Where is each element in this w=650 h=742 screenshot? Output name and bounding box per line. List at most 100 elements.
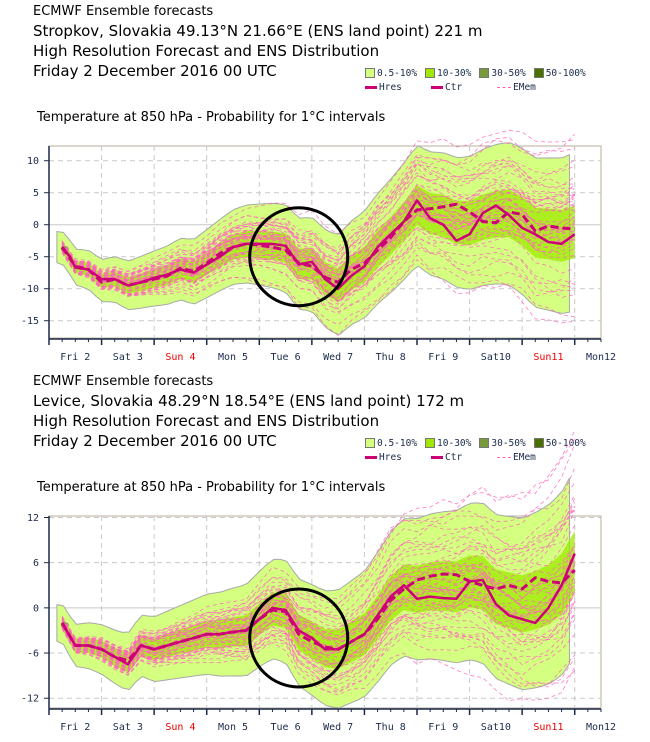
x-tick-label: Sat 3 — [113, 352, 143, 363]
ensemble-member-line — [61, 588, 576, 673]
chart-subtitle: Temperature at 850 hPa - Probability for… — [37, 110, 386, 125]
x-tick-label: Wed 7 — [323, 722, 353, 733]
forecast-panel-stropkov: ECMWF Ensemble forecasts Stropkov, Slova… — [33, 4, 594, 125]
legend-swatch — [479, 438, 490, 448]
legend-bin-0: 0.5-10% — [365, 438, 417, 449]
legend: 0.5-10% 10-30% 30-50% 50-100% Hres Ctr E… — [365, 436, 594, 464]
product-title: High Resolution Forecast and ENS Distrib… — [33, 412, 380, 430]
ensemble-member-line — [61, 251, 575, 336]
ensemble-member-line — [61, 438, 576, 654]
source-title: ECMWF Ensemble forecasts — [33, 374, 214, 389]
ensemble-member-line — [61, 559, 576, 657]
legend-line — [365, 85, 377, 89]
legend-bin-0: 0.5-10% — [365, 68, 417, 79]
chart-1: 12 6 0 -6 -12 Fri 2 Sat 3 Sun 4 Mon 5 Tue 6 Wed 7 T… — [21, 430, 616, 733]
legend-swatch — [365, 438, 375, 448]
ensemble-member-line — [61, 498, 576, 653]
legend: 0.5-10% 10-30% 30-50% 50-100% Hres Ctr E… — [365, 66, 594, 94]
ensemble-member-line — [61, 166, 575, 280]
ensemble-member-line — [61, 620, 575, 685]
ensemble-member-line — [61, 229, 575, 302]
ensemble-member-line — [61, 575, 576, 669]
ensemble-member-line — [61, 198, 575, 275]
x-tick-label: Wed 7 — [323, 352, 353, 363]
ensemble-member-line — [61, 237, 575, 306]
prob-band-10-30 — [62, 530, 575, 672]
x-tick-label: Tue 6 — [271, 352, 301, 363]
ensemble-member-line — [61, 545, 576, 663]
date-title: Friday 2 December 2016 00 UTC — [33, 432, 277, 450]
ensemble-member-line — [61, 592, 576, 668]
legend-swatch — [425, 438, 436, 448]
x-tick-label: Sat 3 — [113, 722, 143, 733]
product-title: High Resolution Forecast and ENS Distrib… — [33, 42, 380, 60]
location-title: Levice, Slovakia 48.29°N 18.54°E (ENS la… — [33, 392, 465, 410]
legend-line — [497, 456, 511, 458]
legend-emem: EMem — [497, 452, 536, 463]
y-tick-label: 10 — [27, 156, 39, 167]
ensemble-member-line — [61, 137, 575, 276]
ensemble-member-line — [61, 179, 575, 286]
legend-bin-label: 30-50% — [491, 67, 526, 79]
ensemble-member-line — [61, 188, 575, 295]
ensemble-member-line — [61, 247, 575, 315]
ensemble-member-line — [61, 184, 575, 284]
x-tick-label: Thu 8 — [376, 722, 406, 733]
ensemble-member-line — [61, 601, 576, 676]
ensemble-member-line — [61, 626, 576, 702]
x-tick-label: Mon12 — [586, 352, 616, 363]
ensemble-member-line — [61, 214, 575, 280]
x-tick-label: Mon 5 — [218, 352, 248, 363]
x-tick-label: Sat10 — [481, 722, 511, 733]
x-tick-label: Sat10 — [481, 352, 511, 363]
y-tick-label: 5 — [33, 188, 39, 199]
y-tick-label: -15 — [21, 316, 39, 327]
y-tick-label: 12 — [27, 513, 39, 524]
ensemble-member-line — [61, 226, 575, 310]
chart-subtitle: Temperature at 850 hPa - Probability for… — [37, 480, 386, 495]
x-tick-label: Fri 9 — [428, 722, 458, 733]
legend-swatch — [425, 68, 436, 78]
legend-swatch — [365, 68, 375, 78]
legend-line — [365, 455, 377, 459]
forecast-panel-levice: ECMWF Ensemble forecasts Levice, Slovaki… — [0, 370, 650, 741]
ensemble-member-line — [61, 191, 575, 273]
legend-line-label: Ctr — [445, 81, 463, 93]
ensemble-member-line — [61, 582, 576, 682]
ensemble-member-line — [61, 183, 575, 279]
ensemble-member-line — [61, 129, 575, 272]
ensemble-member-line — [61, 506, 576, 659]
ensemble-member-line — [61, 234, 575, 302]
legend-bin-label: 0.5-10% — [377, 67, 418, 79]
y-tick-label: -10 — [21, 284, 39, 295]
legend-bin-label: 10-30% — [437, 67, 472, 79]
ensemble-member-line — [61, 198, 575, 288]
ctr-line — [61, 553, 576, 666]
ensemble-member-line — [61, 563, 576, 673]
legend-ctr: Ctr — [431, 452, 489, 463]
ensemble-member-line — [61, 581, 576, 667]
ensemble-member-line — [61, 579, 576, 658]
ensemble-member-line — [61, 243, 575, 302]
x-tick-label: Fri 9 — [428, 352, 458, 363]
legend-bin-2: 30-50% — [479, 67, 526, 79]
y-tick-label: -6 — [27, 649, 39, 660]
ensemble-member-line — [61, 613, 576, 693]
ensemble-members — [61, 129, 575, 336]
highlight-circle — [248, 587, 350, 689]
legend-line — [431, 85, 443, 89]
highlight-circle — [248, 206, 350, 308]
legend-hres: Hres — [365, 82, 423, 93]
ensemble-member-line — [61, 565, 576, 664]
ensemble-member-line — [61, 184, 575, 285]
ensemble-member-line — [61, 159, 575, 282]
legend-bin-1: 10-30% — [425, 438, 471, 449]
legend-swatch — [533, 438, 544, 448]
legend-swatch — [533, 68, 544, 78]
ensemble-member-line — [61, 164, 575, 285]
legend-line — [431, 455, 443, 459]
prob-band-0-5-10 — [56, 142, 570, 336]
legend-emem: EMem — [497, 82, 536, 93]
ensemble-member-line — [61, 156, 575, 281]
x-tick-label: Tue 6 — [271, 722, 301, 733]
